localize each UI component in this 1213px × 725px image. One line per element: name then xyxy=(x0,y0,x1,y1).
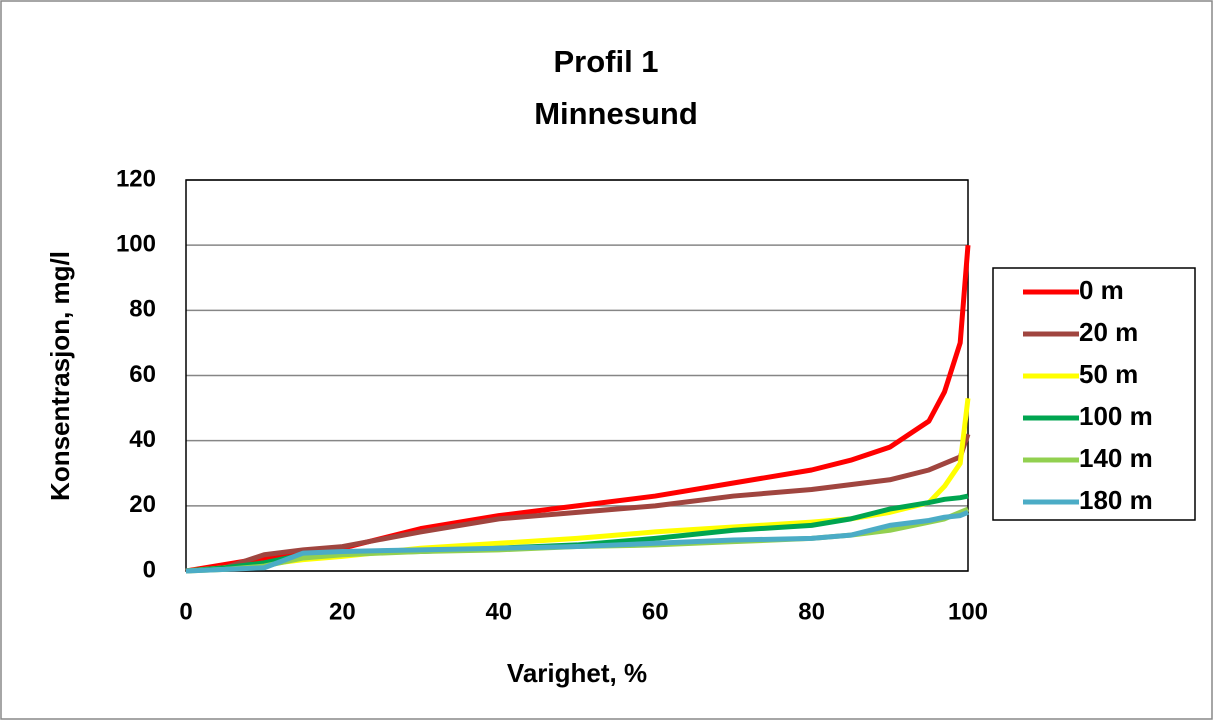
data-line xyxy=(185,433,971,574)
legend-label: 20 m xyxy=(1079,317,1138,347)
x-tick-label: 80 xyxy=(798,598,825,625)
y-tick-label: 80 xyxy=(129,296,156,323)
data-line xyxy=(185,510,969,574)
plot-area xyxy=(185,179,969,572)
y-tick-label: 120 xyxy=(116,165,156,192)
x-tick-label: 40 xyxy=(485,598,512,625)
legend-label: 100 m xyxy=(1079,401,1153,431)
x-tick-label: 100 xyxy=(948,598,988,625)
chart-subtitle: Minnesund xyxy=(534,96,698,131)
x-axis-label: Varighet, % xyxy=(507,658,647,688)
y-tick-label: 40 xyxy=(129,426,156,453)
x-tick-label: 20 xyxy=(329,598,356,625)
y-tick-label: 0 xyxy=(143,556,156,583)
data-line xyxy=(185,244,971,574)
legend-box xyxy=(992,267,1196,521)
x-tick-label: 60 xyxy=(642,598,669,625)
y-tick-label: 60 xyxy=(129,361,156,388)
legend-label: 140 m xyxy=(1079,443,1153,473)
legend-label: 50 m xyxy=(1079,359,1138,389)
chart-title: Profil 1 xyxy=(553,44,658,79)
y-tick-label: 100 xyxy=(116,231,156,258)
x-tick-label: 0 xyxy=(179,598,192,625)
legend-label: 0 m xyxy=(1079,275,1124,305)
legend-label: 180 m xyxy=(1079,485,1153,515)
y-tick-label: 20 xyxy=(129,491,156,518)
y-axis-label: Konsentrasjon, mg/l xyxy=(45,251,75,501)
